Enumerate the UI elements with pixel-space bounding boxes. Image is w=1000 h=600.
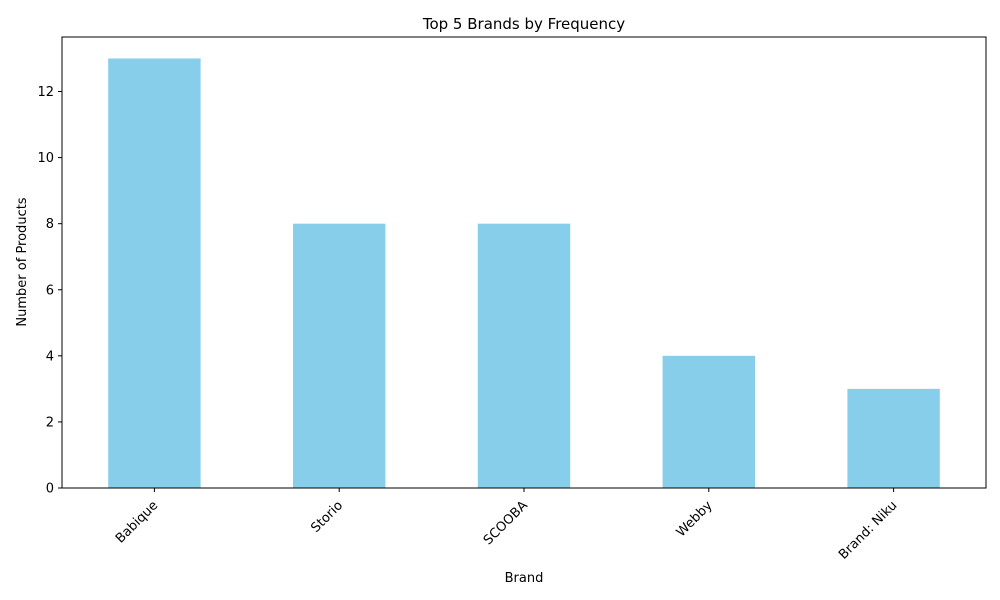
y-tick-label: 8 xyxy=(46,217,54,232)
x-tick-label: Webby xyxy=(674,498,716,540)
bar-webby xyxy=(662,355,755,488)
y-tick-label: 2 xyxy=(46,415,54,430)
y-tick-label: 4 xyxy=(46,349,54,364)
bar-scooba xyxy=(477,223,571,488)
y-tick-label: 12 xyxy=(37,85,54,100)
x-tick-label: Brand: Niku xyxy=(836,498,900,562)
bar-storio xyxy=(293,223,386,488)
bar-babique xyxy=(108,58,201,488)
y-tick-label: 6 xyxy=(46,283,54,298)
x-tick-label: Storio xyxy=(308,498,346,536)
x-tick-label: Babique xyxy=(113,498,161,546)
y-axis-label: Number of Products xyxy=(15,197,30,326)
y-axis-ticks: 0 2 4 6 8 10 12 xyxy=(37,85,62,497)
bars-group xyxy=(108,58,940,488)
bar-brand-niku xyxy=(847,388,940,488)
y-tick-label: 0 xyxy=(46,482,54,497)
chart-title: Top 5 Brands by Frequency xyxy=(422,15,625,33)
plot-frame xyxy=(61,36,987,489)
x-axis-label: Brand xyxy=(505,571,544,586)
x-axis-ticks: Babique Storio SCOOBA Webby Brand: Niku xyxy=(113,488,900,563)
y-tick-label: 10 xyxy=(37,151,54,166)
x-tick-label: SCOOBA xyxy=(481,498,531,548)
